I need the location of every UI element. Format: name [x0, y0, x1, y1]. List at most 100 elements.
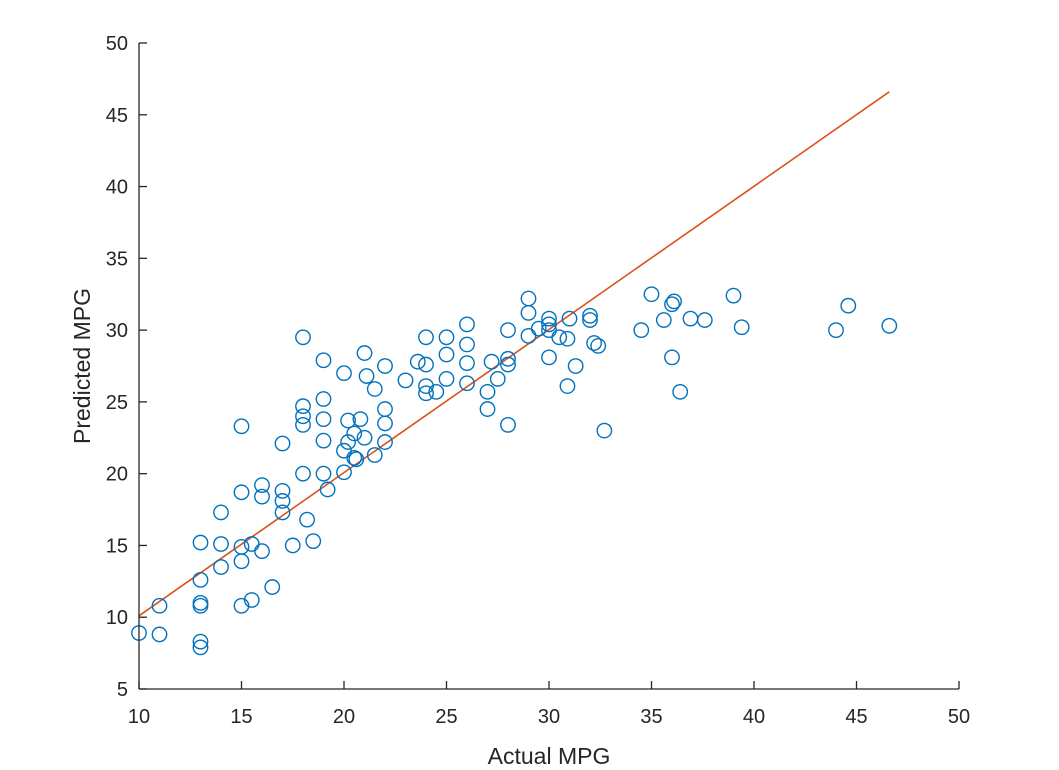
data-point	[500, 322, 516, 339]
x-axis-label: Actual MPG	[488, 743, 611, 769]
data-point	[151, 626, 168, 643]
data-point	[192, 639, 209, 656]
data-point	[366, 381, 383, 397]
data-point	[356, 345, 373, 361]
data-point	[340, 434, 356, 450]
data-point	[520, 304, 537, 321]
data-point	[346, 449, 363, 466]
data-point	[274, 493, 291, 509]
data-point	[284, 537, 301, 554]
data-point	[483, 353, 500, 370]
data-point	[664, 296, 680, 313]
data-point	[352, 411, 369, 428]
data-point	[213, 504, 229, 521]
x-tick-label: 50	[948, 706, 970, 728]
data-point	[295, 408, 311, 425]
data-point	[655, 312, 672, 328]
y-axis-label: Predicted MPG	[69, 288, 95, 444]
data-point	[340, 412, 356, 429]
data-point	[418, 356, 434, 373]
data-point	[377, 401, 393, 417]
data-point	[541, 316, 557, 333]
data-point	[567, 358, 584, 374]
data-point	[348, 451, 365, 468]
data-point	[274, 482, 291, 499]
data-point	[881, 317, 898, 334]
data-point	[418, 329, 434, 346]
data-point	[315, 352, 332, 369]
data-point	[672, 383, 689, 400]
data-point	[696, 312, 713, 328]
data-point	[192, 571, 209, 588]
data-point	[346, 425, 363, 442]
data-point	[243, 536, 260, 552]
data-point	[295, 398, 311, 415]
data-point	[840, 297, 857, 314]
data-point	[295, 465, 311, 482]
data-point	[377, 358, 393, 374]
data-point	[274, 435, 291, 452]
x-tick-label: 20	[333, 706, 355, 728]
data-point	[233, 597, 250, 614]
data-point	[725, 287, 742, 304]
data-point	[377, 415, 393, 432]
data-point	[559, 378, 576, 394]
y-tick-label: 50	[106, 33, 128, 55]
data-point	[586, 335, 602, 351]
data-point	[233, 418, 250, 435]
data-point	[643, 286, 660, 303]
data-point	[319, 481, 336, 498]
data-point	[299, 511, 315, 528]
x-tick-label: 35	[640, 706, 662, 728]
data-point	[459, 375, 475, 392]
data-point	[233, 553, 250, 570]
data-point	[418, 385, 434, 402]
y-tick-label: 10	[106, 607, 128, 629]
data-point	[254, 543, 270, 560]
data-point	[295, 416, 311, 433]
x-tick-label: 10	[128, 706, 150, 728]
data-point	[500, 416, 516, 433]
data-point	[828, 322, 844, 339]
data-point	[561, 310, 578, 327]
x-tick-label: 30	[538, 706, 560, 728]
data-point	[213, 559, 229, 575]
data-point	[358, 368, 375, 384]
data-point	[305, 533, 322, 550]
x-tick-label: 40	[743, 706, 765, 728]
y-tick-label: 30	[106, 320, 128, 342]
data-point	[559, 330, 576, 347]
fit-line-layer	[138, 91, 890, 617]
data-point	[233, 484, 250, 501]
data-point	[520, 327, 537, 344]
data-point	[315, 432, 332, 449]
y-tick-label: 35	[106, 248, 128, 270]
y-tick-label: 5	[117, 679, 128, 701]
data-point	[479, 401, 496, 417]
data-point	[336, 365, 352, 382]
data-point	[596, 422, 613, 439]
fit-line	[138, 91, 890, 617]
data-point	[336, 442, 352, 459]
data-point	[336, 464, 352, 481]
data-point	[438, 329, 455, 346]
data-point	[682, 310, 699, 327]
axes	[138, 43, 959, 690]
data-point	[479, 383, 496, 400]
data-point	[356, 429, 373, 446]
data-point	[192, 594, 209, 611]
y-tick-label: 45	[106, 105, 128, 127]
data-point	[520, 290, 537, 307]
data-point	[438, 346, 455, 363]
data-point	[733, 319, 750, 336]
data-point	[315, 391, 332, 407]
data-points-layer	[131, 286, 898, 656]
data-point	[192, 597, 209, 614]
data-point	[541, 310, 557, 327]
y-tick-label: 15	[106, 535, 128, 557]
y-tick-label: 20	[106, 464, 128, 486]
data-point	[664, 349, 680, 366]
data-point	[315, 465, 332, 482]
data-point	[409, 353, 426, 370]
